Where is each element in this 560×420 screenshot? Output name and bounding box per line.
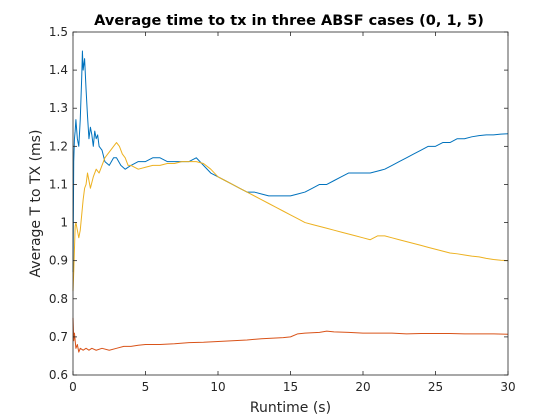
plot-area: 0 5 10 15 20 25 30 0.6 0.7 0.8 0.9 1 1.1 1.2 1.3 1.4 1.5 — [49, 25, 516, 394]
y-tick-label: 0.6 — [49, 368, 68, 382]
x-tick-label: 20 — [355, 380, 370, 394]
series-line-3 — [72, 142, 509, 292]
y-tick-label: 0.9 — [49, 254, 68, 268]
series-line-1 — [72, 50, 509, 273]
chart-title: Average time to tx in three ABSF cases (… — [94, 13, 484, 29]
y-tick-label: 1.5 — [49, 25, 68, 39]
y-tick-label: 1.2 — [49, 139, 68, 153]
x-axis-label: Runtime (s) — [250, 400, 331, 416]
y-tick-label: 1.4 — [49, 63, 68, 77]
x-tick-label: 15 — [283, 380, 298, 394]
x-tick-label: 5 — [142, 380, 150, 394]
x-tick-label: 10 — [210, 380, 225, 394]
y-tick-label: 1 — [60, 216, 68, 230]
x-tick-label: 25 — [428, 380, 443, 394]
series-layer — [72, 50, 509, 353]
axes-layer: 0 5 10 15 20 25 30 0.6 0.7 0.8 0.9 1 1.1 1.2 1.3 1.4 1.5 — [49, 25, 516, 394]
series-line-2 — [72, 317, 509, 353]
y-tick-label: 1.1 — [49, 177, 68, 191]
y-axis-label: Average T to TX (ms) — [28, 130, 44, 278]
y-tick-label: 0.7 — [49, 330, 68, 344]
x-tick-label: 30 — [500, 380, 515, 394]
plot-background — [73, 32, 508, 375]
y-tick-label: 1.3 — [49, 101, 68, 115]
x-tick-label: 0 — [69, 380, 77, 394]
y-tick-label: 0.8 — [49, 292, 68, 306]
